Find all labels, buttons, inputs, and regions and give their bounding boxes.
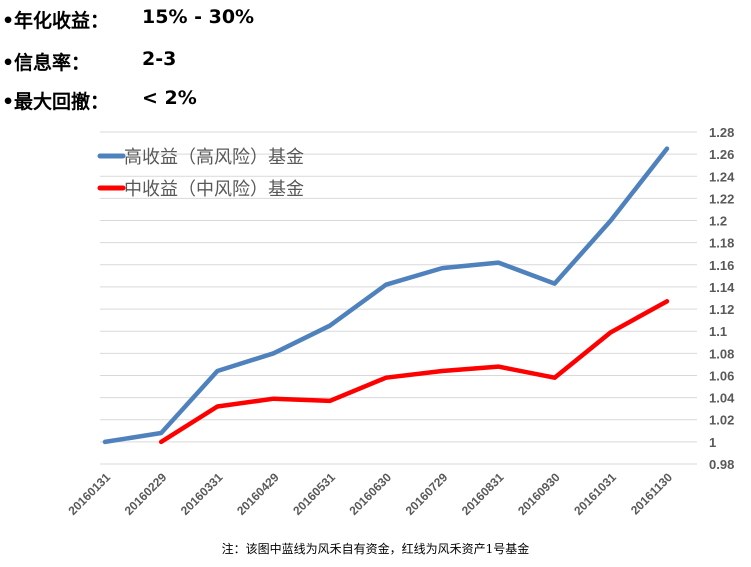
x-tick-label: 20160429 [234,470,282,518]
y-tick-label: 1.08 [709,346,734,361]
series-lines [102,146,670,445]
bullet-value: < 2% [142,87,197,109]
x-axis-ticks: 20160131 20160229 20160331 20160429 20160531… [65,470,675,518]
bullet-label: 信息率： [14,52,91,74]
x-tick-label: 20160331 [178,470,226,518]
y-tick-label: 1.28 [709,125,734,140]
bullet-info-ratio: •信息率： 2-3 [2,48,176,75]
x-tick-label: 20161130 [628,470,675,517]
y-tick-label: 1.16 [709,258,734,273]
bullet-value: 15% - 30% [142,6,255,28]
x-tick-label: 20160531 [290,470,338,518]
x-tick-label: 20160930 [515,470,563,518]
series-line-1 [102,146,670,445]
bullet-dot-icon: • [2,52,15,74]
y-tick-label: 1.26 [709,147,734,162]
x-tick-label: 20161031 [571,470,619,518]
y-axis-ticks: 0.98 1 1.02 1.04 1.06 1.08 1.1 1.12 1.14 1.16 1.18… [709,125,735,472]
x-tick-label: 20160229 [122,470,170,518]
bullet-label: 最大回撤： [14,91,110,113]
bullet-dot-icon: • [2,10,15,32]
x-tick-label: 20160630 [346,470,394,518]
x-tick-label: 20160131 [65,470,113,518]
legend-label: 中收益（中风险）基金 [124,179,304,200]
series-line-2 [158,299,670,445]
y-tick-label: 1.18 [709,236,734,251]
y-tick-label: 1.02 [709,413,734,428]
bullet-label: 年化收益： [14,10,110,32]
bullet-dot-icon: • [2,91,15,113]
x-tick-label: 20160729 [403,470,451,518]
y-tick-label: 1.06 [709,368,734,383]
y-tick-label: 0.98 [709,457,734,472]
bullet-value: 2-3 [142,48,177,70]
footnote: 注：该图中蓝线为风禾自有资金，红线为风禾资产1号基金 [221,542,530,556]
legend-label: 高收益（高风险）基金 [124,147,304,168]
y-tick-label: 1.1 [709,324,727,339]
bullet-annual-return: •年化收益： 15% - 30% [2,6,254,33]
y-tick-label: 1.14 [709,280,735,295]
y-tick-label: 1 [709,435,716,450]
y-tick-label: 1.24 [709,169,735,184]
x-tick-label: 20160831 [459,470,507,518]
gridlines [100,131,697,465]
y-tick-label: 1.12 [709,302,734,317]
y-tick-label: 1.2 [709,214,727,229]
y-tick-label: 1.22 [709,191,734,206]
y-tick-label: 1.04 [709,391,735,406]
bullet-max-drawdown: •最大回撤： < 2% [2,87,197,114]
